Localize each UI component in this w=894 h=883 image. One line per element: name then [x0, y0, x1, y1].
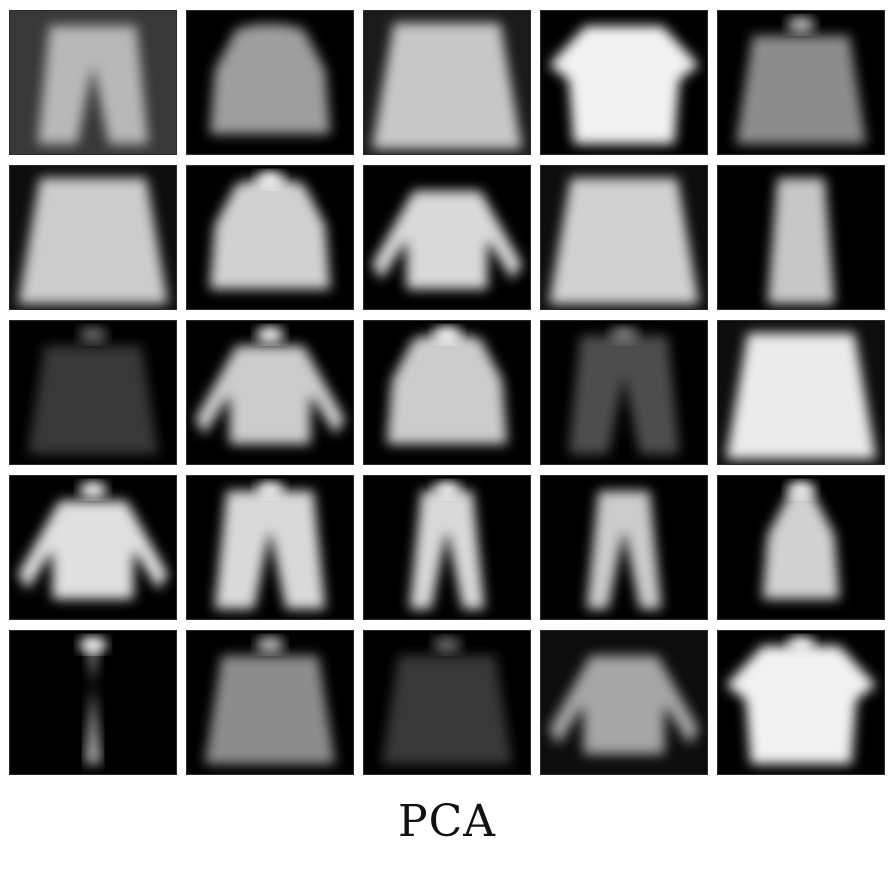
reconstruction-tile	[540, 320, 708, 465]
reconstruction-tile	[9, 10, 177, 155]
figure-caption: PCA	[397, 796, 497, 847]
reconstruction-tile	[717, 165, 885, 310]
reconstruction-tile	[363, 630, 531, 775]
reconstruction-tile	[186, 320, 354, 465]
reconstruction-tile	[540, 630, 708, 775]
image-grid	[9, 10, 885, 775]
reconstruction-tile	[717, 10, 885, 155]
reconstruction-tile	[9, 630, 177, 775]
reconstruction-tile	[186, 165, 354, 310]
reconstruction-tile	[9, 475, 177, 620]
reconstruction-tile	[9, 165, 177, 310]
reconstruction-tile	[540, 475, 708, 620]
reconstruction-tile	[186, 10, 354, 155]
reconstruction-tile	[540, 165, 708, 310]
reconstruction-tile	[186, 475, 354, 620]
reconstruction-tile	[9, 320, 177, 465]
reconstruction-tile	[363, 10, 531, 155]
reconstruction-tile	[363, 320, 531, 465]
reconstruction-tile	[717, 320, 885, 465]
reconstruction-tile	[540, 10, 708, 155]
reconstruction-tile	[363, 475, 531, 620]
reconstruction-tile	[363, 165, 531, 310]
reconstruction-tile	[717, 630, 885, 775]
reconstruction-tile	[717, 475, 885, 620]
reconstruction-tile	[186, 630, 354, 775]
